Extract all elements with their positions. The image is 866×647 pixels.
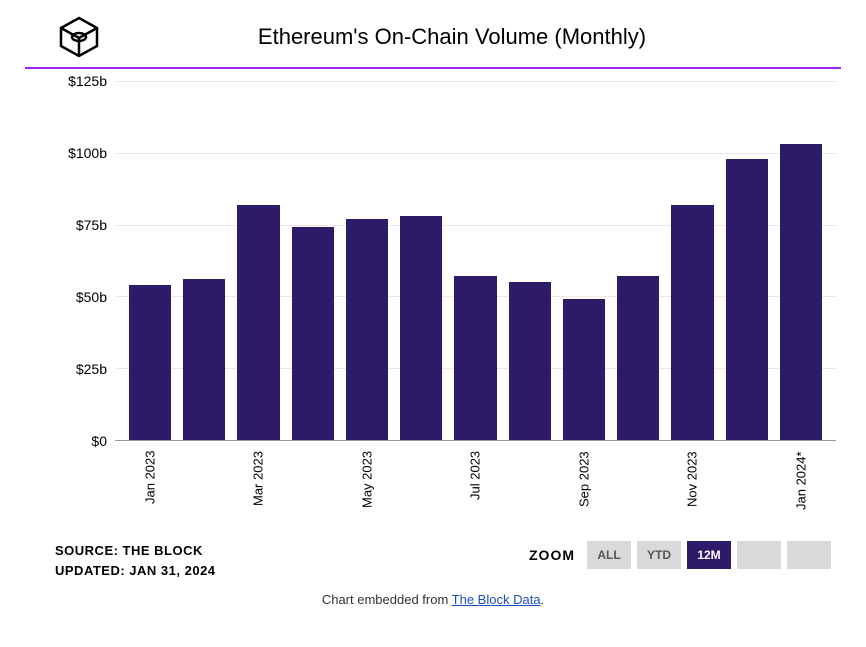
x-tick-label — [617, 451, 659, 531]
attribution-prefix: Chart embedded from — [322, 592, 452, 607]
chart-title: Ethereum's On-Chain Volume (Monthly) — [53, 24, 851, 50]
x-tick-label: Mar 2023 — [237, 451, 279, 531]
x-axis: Jan 2023 Mar 2023 May 2023 Jul 2023 Sep 2023… — [115, 451, 836, 531]
x-tick-label — [400, 451, 442, 531]
x-tick-label: May 2023 — [346, 451, 388, 531]
y-tick-label: $0 — [91, 433, 107, 449]
y-tick-label: $125b — [68, 73, 107, 89]
y-tick-label: $100b — [68, 145, 107, 161]
chart-area: $0$25b$50b$75b$100b$125b — [55, 81, 836, 441]
plot-region — [115, 81, 836, 441]
bars-container — [115, 81, 836, 440]
x-tick-label: Jul 2023 — [454, 451, 496, 531]
x-tick-label: Sep 2023 — [563, 451, 605, 531]
zoom-btn-ytd[interactable]: YTD — [637, 541, 681, 569]
footer-row: SOURCE: THE BLOCK UPDATED: JAN 31, 2024 … — [55, 541, 831, 580]
updated-line: UPDATED: JAN 31, 2024 — [55, 561, 216, 581]
zoom-btn-all[interactable]: ALL — [587, 541, 631, 569]
bar[interactable] — [237, 205, 279, 441]
bar[interactable] — [671, 205, 713, 441]
bar[interactable] — [400, 216, 442, 440]
source-block: SOURCE: THE BLOCK UPDATED: JAN 31, 2024 — [55, 541, 216, 580]
zoom-btn-empty[interactable] — [737, 541, 781, 569]
bar[interactable] — [563, 299, 605, 440]
bar[interactable] — [346, 219, 388, 440]
zoom-btn-12m[interactable]: 12M — [687, 541, 731, 569]
source-line: SOURCE: THE BLOCK — [55, 541, 216, 561]
zoom-buttons: ALLYTD12M — [587, 541, 831, 569]
zoom-label: ZOOM — [529, 547, 575, 563]
x-tick-label — [726, 451, 768, 531]
attribution-suffix: . — [541, 592, 545, 607]
y-tick-label: $75b — [76, 217, 107, 233]
title-underline — [25, 67, 841, 69]
x-tick-label: Jan 2024* — [780, 451, 822, 531]
y-axis: $0$25b$50b$75b$100b$125b — [55, 81, 115, 441]
bar[interactable] — [129, 285, 171, 440]
bar[interactable] — [780, 144, 822, 440]
bar[interactable] — [726, 159, 768, 440]
zoom-controls: ZOOM ALLYTD12M — [529, 541, 831, 569]
zoom-btn-empty[interactable] — [787, 541, 831, 569]
bar[interactable] — [183, 279, 225, 440]
chart-header: Ethereum's On-Chain Volume (Monthly) — [15, 15, 851, 59]
attribution-link[interactable]: The Block Data — [452, 592, 541, 607]
x-tick-label — [183, 451, 225, 531]
y-tick-label: $50b — [76, 289, 107, 305]
x-tick-label: Jan 2023 — [129, 451, 171, 531]
bar[interactable] — [292, 227, 334, 440]
x-tick-label — [292, 451, 334, 531]
x-tick-label — [509, 451, 551, 531]
bar[interactable] — [617, 276, 659, 440]
attribution: Chart embedded from The Block Data. — [15, 592, 851, 607]
y-tick-label: $25b — [76, 361, 107, 377]
x-tick-label: Nov 2023 — [671, 451, 713, 531]
bar[interactable] — [454, 276, 496, 440]
bar[interactable] — [509, 282, 551, 440]
